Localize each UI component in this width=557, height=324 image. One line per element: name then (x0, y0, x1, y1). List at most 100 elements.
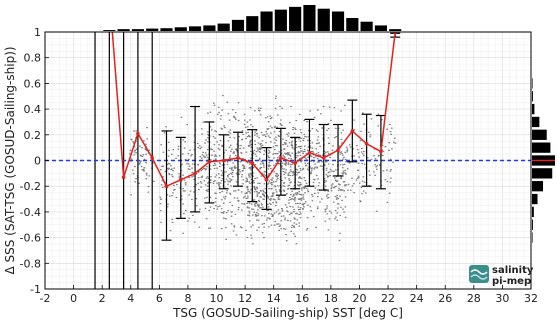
scatter-point (393, 141, 395, 143)
scatter-point (275, 173, 278, 175)
scatter-point (207, 177, 210, 179)
scatter-point (276, 114, 279, 116)
mean-point (150, 156, 155, 160)
scatter-point (131, 169, 134, 171)
scatter-point (296, 172, 299, 174)
scatter-point (238, 173, 241, 175)
top-histogram-bar (160, 28, 173, 31)
scatter-point (204, 152, 207, 154)
scatter-point (288, 122, 291, 124)
scatter-point (264, 134, 266, 136)
scatter-point (182, 190, 185, 192)
scatter-point (164, 171, 167, 173)
scatter-point (144, 147, 147, 149)
scatter-point (186, 163, 188, 165)
scatter-point (349, 189, 352, 191)
scatter-point (231, 176, 234, 178)
scatter-point (285, 142, 287, 144)
scatter-point (260, 163, 262, 165)
scatter-point (283, 148, 286, 150)
scatter-point (229, 181, 231, 183)
scatter-point (286, 133, 288, 135)
scatter-point (246, 202, 248, 205)
scatter-point (290, 144, 293, 147)
scatter-point (248, 174, 250, 176)
scatter-point (388, 192, 391, 194)
scatter-point (274, 144, 277, 147)
scatter-point (142, 154, 145, 156)
scatter-point (384, 179, 387, 181)
scatter-point (289, 174, 291, 177)
scatter-point (377, 113, 380, 115)
scatter-point (346, 151, 348, 153)
scatter-point (293, 200, 296, 202)
scatter-point (294, 235, 296, 237)
scatter-point (243, 203, 246, 205)
scatter-point (317, 178, 319, 180)
scatter-point (290, 230, 293, 232)
scatter-point (278, 229, 280, 231)
scatter-point (220, 227, 223, 230)
x-tick-label: 26 (438, 292, 452, 305)
scatter-point (277, 209, 280, 211)
scatter-point (229, 144, 232, 146)
scatter-point (389, 158, 392, 161)
scatter-point (326, 207, 328, 209)
scatter-point (330, 170, 332, 172)
scatter-point (284, 143, 287, 145)
scatter-point (180, 116, 183, 118)
scatter-point (302, 167, 305, 170)
top-histogram-bar (303, 5, 316, 31)
scatter-point (143, 140, 145, 142)
scatter-point (171, 221, 174, 224)
scatter-point (130, 138, 132, 140)
scatter-point (138, 162, 141, 165)
scatter-point (227, 183, 229, 185)
scatter-point (180, 198, 183, 200)
scatter-point (304, 135, 306, 138)
scatter-point (359, 200, 361, 202)
x-tick-label: 16 (295, 292, 309, 305)
scatter-point (317, 185, 320, 187)
scatter-point (239, 226, 242, 228)
scatter-point (311, 167, 313, 169)
scatter-point (166, 206, 169, 208)
scatter-point (250, 234, 252, 236)
scatter-point (222, 212, 224, 214)
scatter-point (209, 181, 212, 184)
scatter-point (342, 173, 344, 175)
scatter-point (343, 211, 345, 213)
scatter-point (281, 179, 283, 182)
scatter-point (319, 145, 321, 147)
scatter-point (209, 179, 212, 181)
scatter-points (129, 94, 397, 245)
scatter-point (199, 208, 201, 210)
x-tick-label: 20 (352, 292, 366, 305)
scatter-point (244, 159, 247, 161)
scatter-point (311, 142, 314, 144)
scatter-point (381, 154, 384, 157)
scatter-point (279, 123, 282, 125)
scatter-point (255, 151, 258, 153)
scatter-point (153, 180, 155, 182)
scatter-point (331, 183, 334, 185)
scatter-point (249, 106, 252, 109)
scatter-point (327, 152, 330, 155)
scatter-point (284, 172, 287, 174)
scatter-point (339, 214, 342, 217)
scatter-point (302, 208, 304, 210)
right-histogram-bar (532, 219, 533, 230)
scatter-point (297, 152, 300, 154)
scatter-point (226, 161, 229, 163)
scatter-point (233, 226, 236, 228)
scatter-point (292, 195, 294, 197)
scatter-point (300, 194, 303, 196)
scatter-point (235, 234, 238, 236)
scatter-point (257, 209, 259, 211)
scatter-point (280, 149, 283, 151)
scatter-point (246, 136, 249, 138)
scatter-point (258, 110, 261, 112)
scatter-point (262, 189, 264, 191)
scatter-point (261, 223, 264, 225)
scatter-point (146, 138, 148, 140)
